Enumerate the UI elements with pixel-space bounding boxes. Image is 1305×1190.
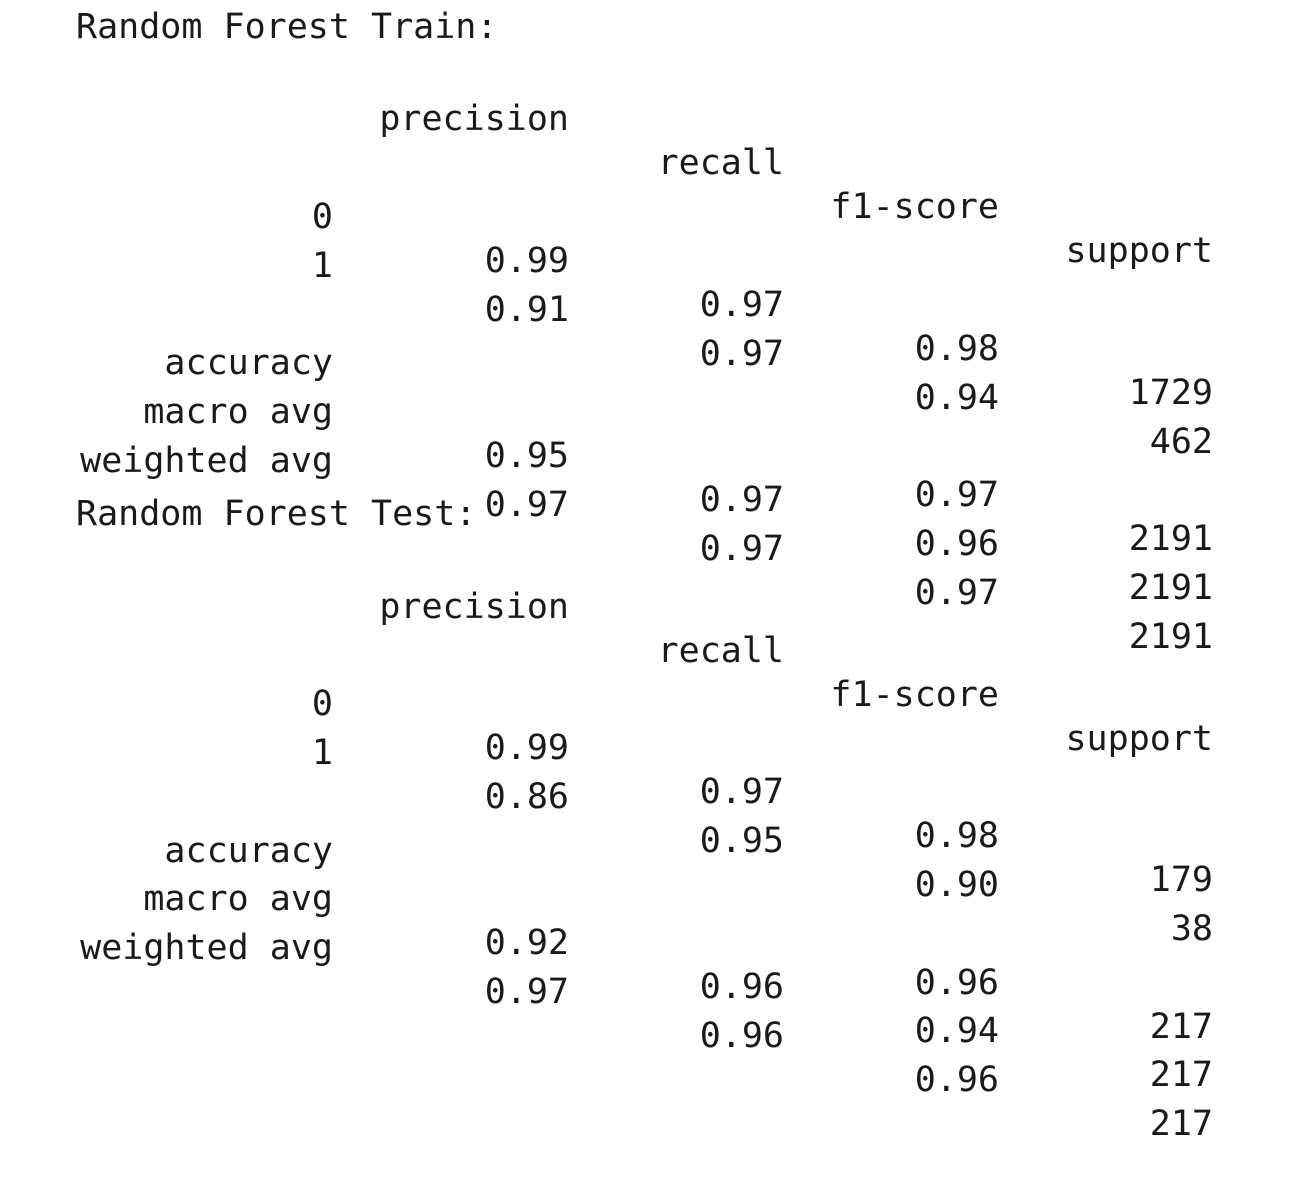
support-value: 462 [1149,422,1213,462]
recall-value: 0.97 [699,285,784,325]
row-label: 1 [311,246,333,286]
support-value: 179 [1149,860,1213,900]
table-row: 0 0.99 0.97 0.98 179 [0,638,1213,900]
recall-value: 0.97 [699,480,784,520]
recall-value: 0.97 [699,772,784,812]
support-value: 2191 [1128,617,1213,657]
support-value: 2191 [1128,519,1213,559]
header-row: precision recall f1-score support [0,541,1213,759]
table-row: weighted avg 0.97 0.96 0.96 217 [0,882,1213,1144]
table-row: macro avg 0.95 0.97 0.96 2191 [0,346,1213,608]
recall-value [580,917,784,961]
support-value: 38 [1170,909,1213,949]
support-value: 2191 [1128,568,1213,608]
precision-value: 0.86 [484,777,569,817]
f1-value: 0.98 [914,816,999,856]
row-label: 0 [311,197,333,237]
precision-value: 0.95 [484,436,569,476]
table-row: accuracy 0.97 2191 [0,297,1213,559]
precision-value: 0.97 [484,972,569,1012]
f1-value: 0.90 [914,865,999,905]
precision-value [340,385,569,429]
recall-value: 0.95 [699,821,784,861]
support-value: 217 [1149,1007,1213,1047]
report-title: Random Forest Test: [76,494,477,534]
f1-value: 0.97 [914,475,999,515]
f1-value: 0.94 [914,1011,999,1051]
header-support: support [1065,719,1213,759]
f1-value: 0.98 [914,329,999,369]
recall-value: 0.97 [699,334,784,374]
table-row: 0 0.99 0.97 0.98 1729 [0,151,1213,413]
row-label: 1 [311,733,333,773]
table-row: 1 0.86 0.95 0.90 38 [0,687,1213,949]
header-precision: precision [379,587,569,627]
row-label: 0 [311,684,333,724]
recall-value: 0.96 [699,967,784,1007]
precision-value: 0.99 [484,728,569,768]
support-value: 217 [1149,1104,1213,1144]
header-f1-score: f1-score [830,187,999,227]
header-row: precision recall f1-score support [0,53,1213,271]
table-row: macro avg 0.92 0.96 0.94 217 [0,833,1213,1095]
header-f1-score: f1-score [830,675,999,715]
row-label: macro avg [143,879,333,919]
precision-value: 0.92 [484,923,569,963]
precision-value: 0.91 [484,290,569,330]
f1-value: 0.94 [914,378,999,418]
f1-value: 0.97 [914,573,999,613]
table-row: weighted avg 0.97 0.97 0.97 2191 [0,395,1213,657]
table-row: accuracy 0.96 217 [0,785,1213,1047]
recall-value [580,429,784,473]
support-value: 1729 [1128,373,1213,413]
f1-value: 0.96 [914,524,999,564]
row-label: macro avg [143,392,333,432]
f1-value: 0.96 [914,1060,999,1100]
row-label: accuracy [164,343,333,383]
recall-value: 0.97 [699,529,784,569]
row-label: weighted avg [80,441,333,481]
precision-value: 0.97 [484,485,569,525]
precision-value [340,873,569,917]
row-label: accuracy [164,831,333,871]
table-row: 1 0.91 0.97 0.94 462 [0,200,1213,462]
f1-value: 0.96 [914,963,999,1003]
support-value: 217 [1149,1055,1213,1095]
report-title: Random Forest Train: [76,7,498,47]
header-recall: recall [657,143,784,183]
precision-value: 0.99 [484,241,569,281]
recall-value: 0.96 [699,1016,784,1056]
header-support: support [1065,231,1213,271]
row-label: weighted avg [80,928,333,968]
header-precision: precision [379,99,569,139]
header-recall: recall [657,631,784,671]
